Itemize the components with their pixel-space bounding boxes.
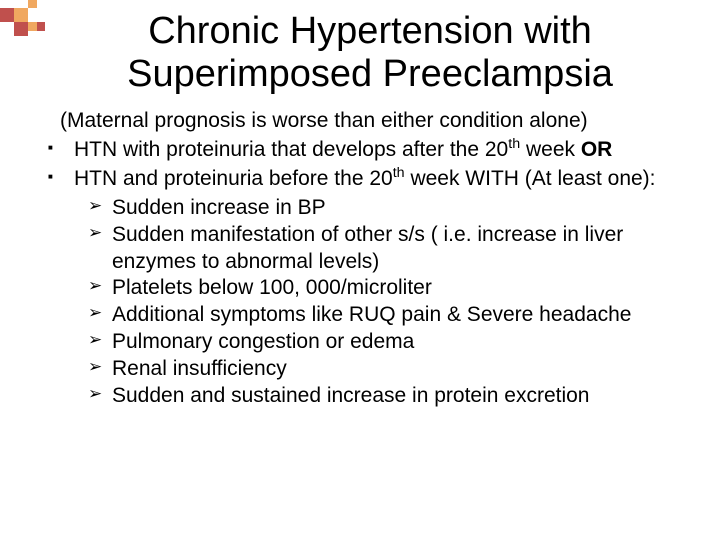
bullet-1-bold: OR: [581, 138, 613, 161]
sub-bullet-6: Renal insufficiency: [88, 356, 692, 383]
deco-square-1: [14, 8, 28, 22]
deco-square-5: [37, 22, 45, 31]
bullet-list: HTN with proteinuria that develops after…: [28, 137, 692, 410]
bullet-2-sup: th: [393, 165, 405, 181]
slide-content: Chronic Hypertension with Superimposed P…: [0, 0, 720, 410]
deco-square-2: [14, 22, 28, 36]
sub-bullet-3: Platelets below 100, 000/microliter: [88, 275, 692, 302]
deco-square-0: [0, 8, 14, 22]
bullet-item-1: HTN with proteinuria that develops after…: [42, 137, 692, 164]
slide-title: Chronic Hypertension with Superimposed P…: [28, 10, 692, 109]
bullet-1-text-post: week: [520, 138, 581, 161]
title-line-1: Chronic Hypertension with: [148, 10, 592, 52]
sub-bullet-4: Additional symptoms like RUQ pain & Seve…: [88, 302, 692, 329]
subtitle-text: (Maternal prognosis is worse than either…: [28, 109, 692, 133]
bullet-2-text-post: week WITH (At least one):: [405, 167, 656, 190]
deco-square-4: [28, 22, 37, 31]
bullet-2-text-pre: HTN and proteinuria before the 20: [74, 167, 393, 190]
sub-bullet-2: Sudden manifestation of other s/s ( i.e.…: [88, 222, 692, 276]
sub-bullet-list: Sudden increase in BP Sudden manifestati…: [74, 195, 692, 410]
sub-bullet-5: Pulmonary congestion or edema: [88, 329, 692, 356]
sub-bullet-7: Sudden and sustained increase in protein…: [88, 383, 692, 410]
corner-decoration: [0, 0, 60, 40]
bullet-item-2: HTN and proteinuria before the 20th week…: [42, 166, 692, 410]
bullet-1-text-pre: HTN with proteinuria that develops after…: [74, 138, 508, 161]
deco-square-3: [28, 0, 37, 8]
title-line-2: Superimposed Preeclampsia: [127, 53, 613, 95]
bullet-1-sup: th: [508, 136, 520, 152]
sub-bullet-1: Sudden increase in BP: [88, 195, 692, 222]
